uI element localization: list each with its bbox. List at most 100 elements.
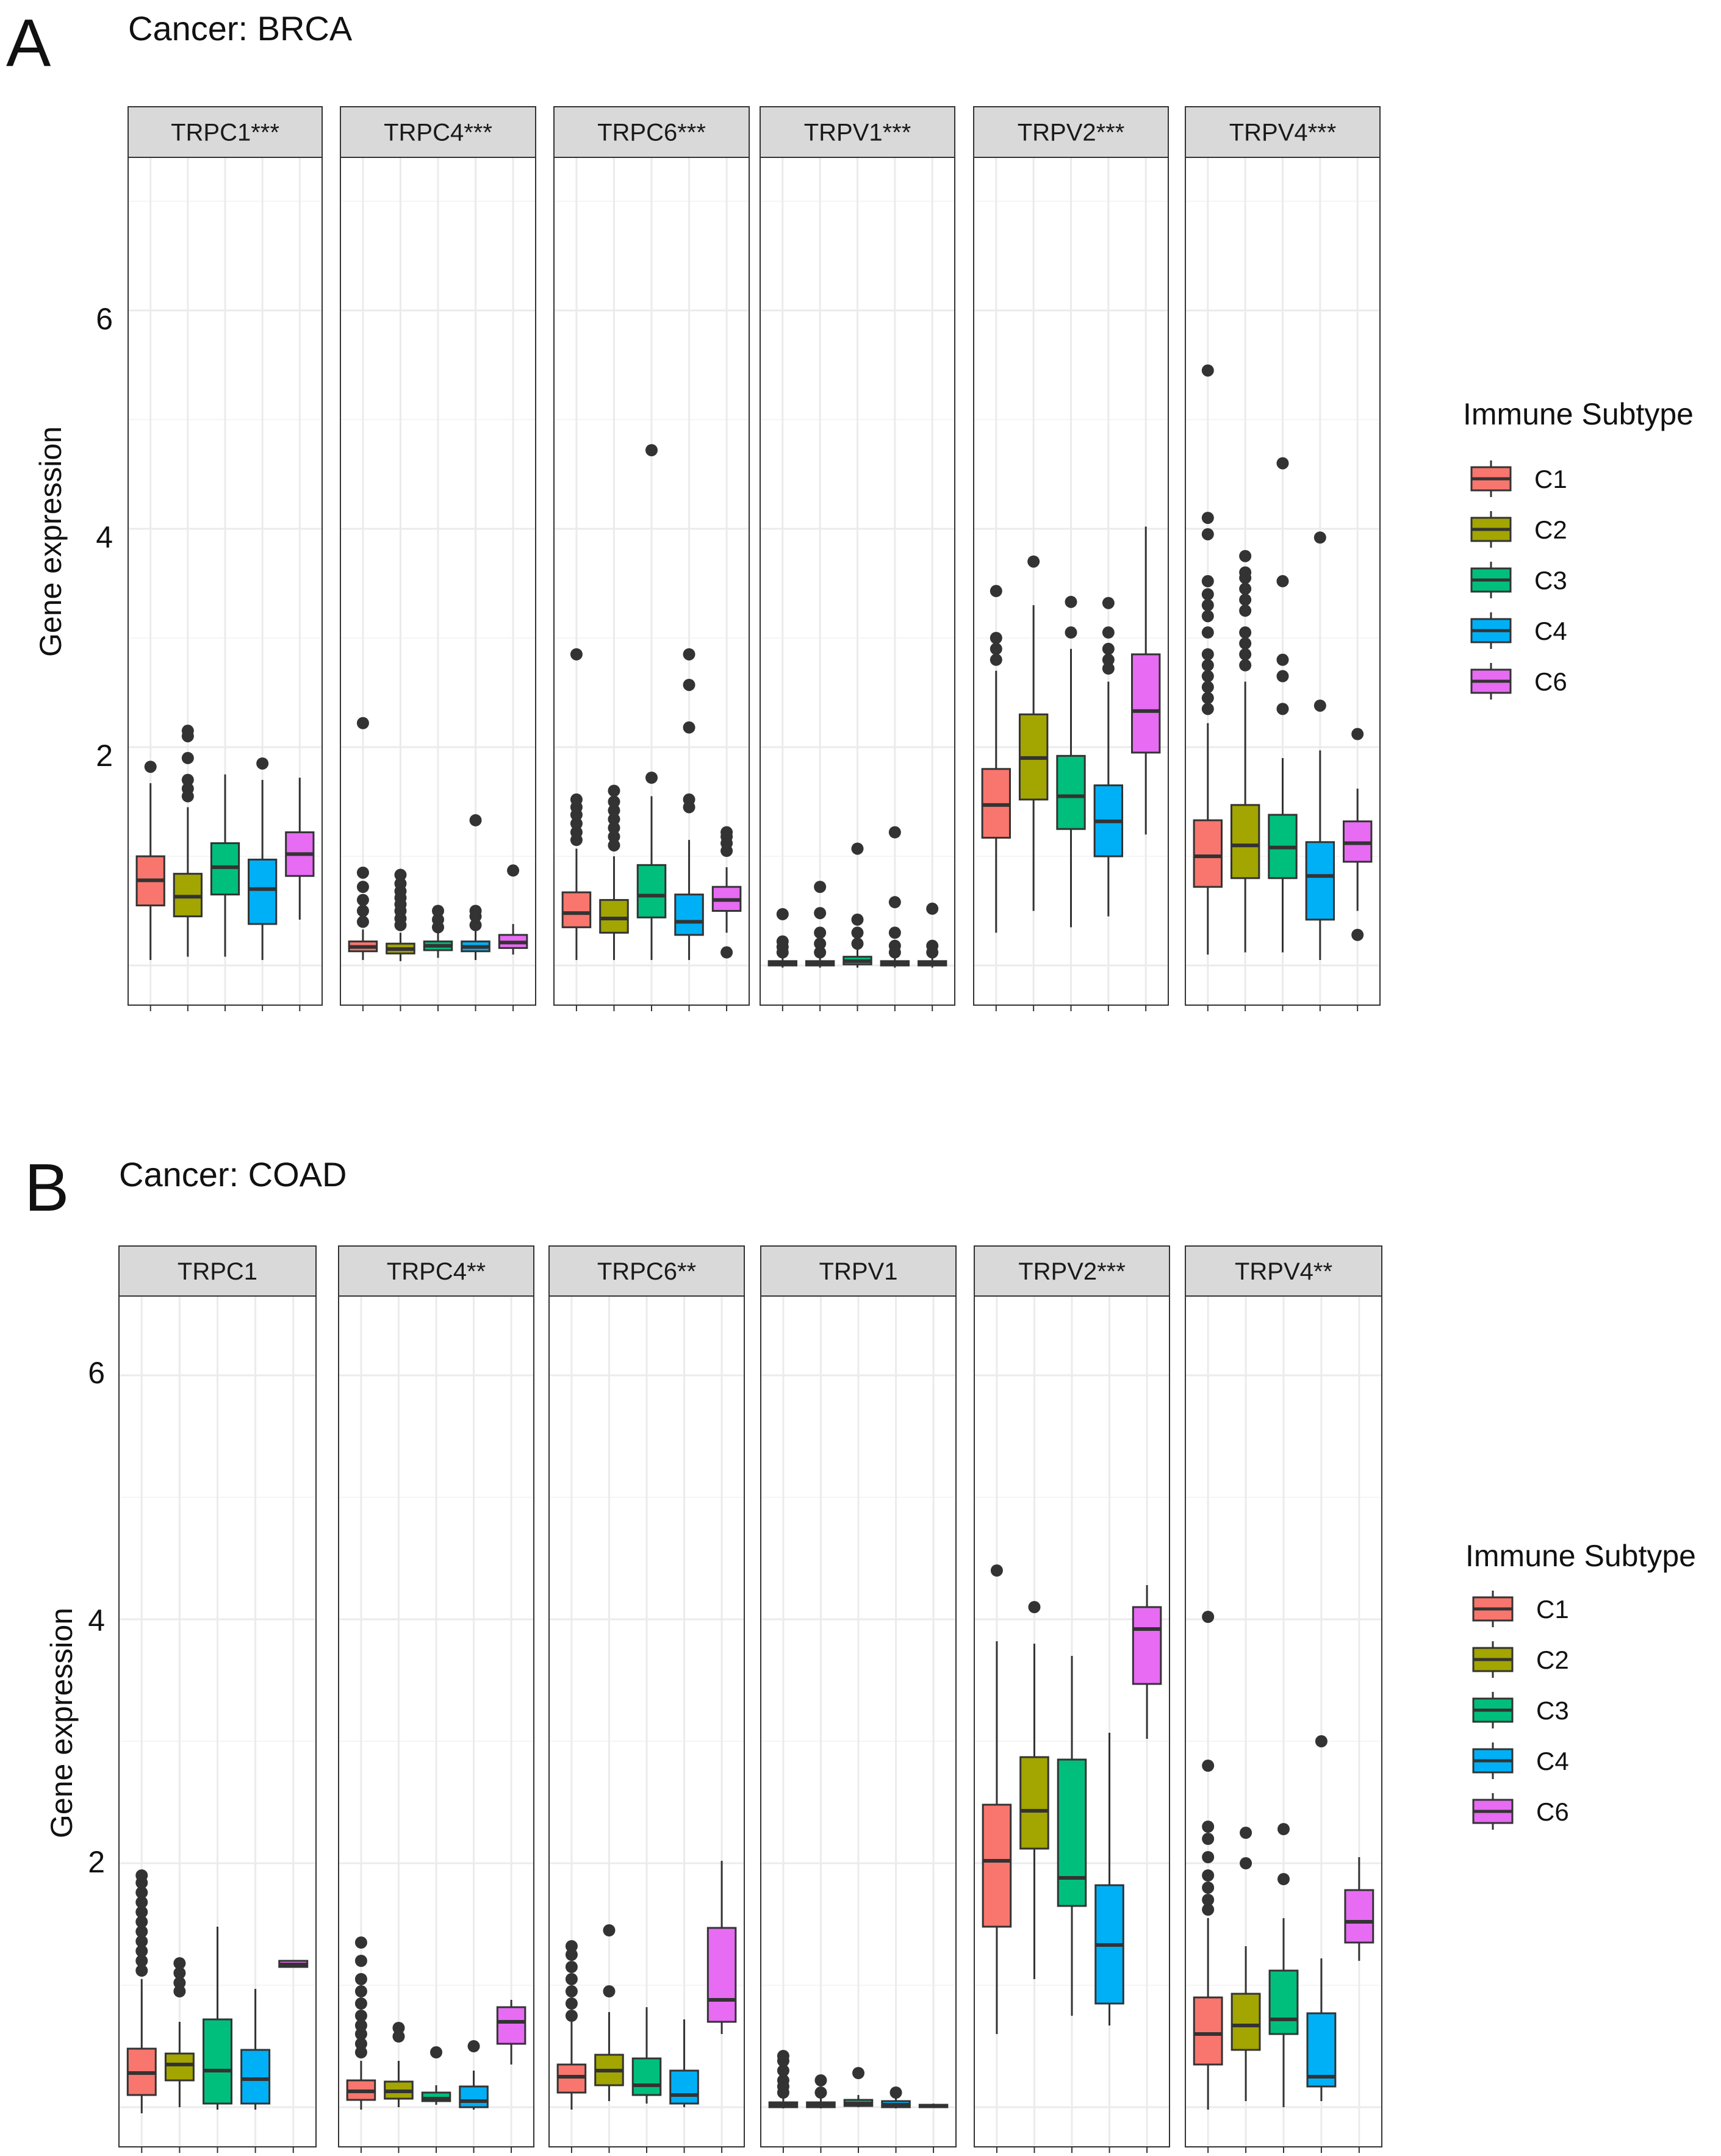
outlier-point: [926, 902, 939, 915]
box-C2: [594, 1924, 624, 2101]
box-C3: [423, 904, 453, 958]
outlier-point: [608, 830, 620, 843]
outlier-point: [888, 826, 901, 839]
outlier-point: [1102, 626, 1115, 639]
outlier-point: [356, 894, 369, 906]
outlier-point: [1201, 703, 1214, 715]
outlier-point: [1315, 1735, 1328, 1747]
outlier-point: [1202, 1894, 1215, 1906]
box-C1: [561, 648, 592, 961]
box-C6: [1342, 728, 1373, 941]
panel-label-b: B: [24, 1150, 69, 1225]
box-C6: [278, 1960, 309, 1968]
box-C3: [843, 2067, 874, 2107]
box-C3: [203, 1927, 232, 2110]
facet-strip-label: TRPC6***: [597, 120, 706, 146]
outlier-point: [181, 725, 194, 737]
outlier-point: [392, 2030, 405, 2043]
outlier-point: [608, 813, 620, 826]
box-iqr: [203, 2018, 232, 2105]
outlier-point: [1239, 626, 1252, 639]
facet-strip: [338, 1245, 534, 1297]
outlier-point: [354, 1936, 367, 1949]
outlier-point: [256, 757, 269, 770]
outlier-point: [173, 1985, 186, 1997]
outlier-point: [888, 896, 901, 909]
outlier-point: [852, 2067, 864, 2079]
outlier-point: [354, 2010, 367, 2022]
legend-label: C1: [1536, 1595, 1569, 1624]
legend-item-C3: C3: [1470, 562, 1567, 598]
box-C3: [631, 2007, 662, 2104]
box-C3: [1057, 1656, 1087, 2016]
outlier-point: [1239, 582, 1252, 595]
outlier-point: [356, 866, 369, 879]
box-C6: [496, 2000, 526, 2065]
outlier-point: [1201, 364, 1214, 377]
outlier-point: [1313, 531, 1326, 544]
facet-strip-label: TRPV4***: [1229, 120, 1337, 146]
outlier-point: [1239, 648, 1252, 661]
outlier-point: [1065, 595, 1077, 608]
outlier-point: [1201, 681, 1214, 693]
outlier-point: [173, 1977, 186, 1989]
outlier-point: [1202, 1611, 1215, 1623]
outlier-point: [990, 585, 1002, 598]
outlier-point: [135, 1906, 148, 1918]
facet-a-2: TRPC4***: [340, 106, 536, 1011]
outlier-point: [777, 2074, 789, 2086]
box-iqr: [982, 1803, 1012, 1928]
box-iqr: [1057, 1758, 1087, 1907]
legend-item-C2: C2: [1470, 511, 1567, 548]
facet-strip-label: TRPC4***: [384, 120, 492, 146]
box-C6: [1344, 1857, 1374, 1961]
facet-strip: [974, 1245, 1170, 1297]
facet-strip: [118, 1245, 317, 1297]
box-iqr: [1231, 1993, 1261, 2051]
outlier-point: [608, 804, 620, 817]
outlier-point: [469, 814, 482, 826]
legend-item-C4: C4: [1472, 1742, 1569, 1779]
outlier-point: [432, 913, 444, 926]
box-C2: [1018, 555, 1049, 911]
outlier-point: [1201, 692, 1214, 704]
box-C4: [1305, 531, 1335, 961]
facet-grid-b: TRPC1 TRPC4** TRPC6** TRPV1 TRPV2*** TRPV4**: [118, 1245, 1382, 2153]
legend-label: C2: [1534, 515, 1567, 544]
y-axis-title-b: Gene expression: [45, 1608, 79, 1838]
box-iqr: [459, 2085, 489, 2108]
outlier-point: [1201, 610, 1214, 623]
outlier-point: [1276, 703, 1289, 715]
outlier-point: [990, 642, 1002, 655]
outlier-point: [144, 761, 157, 773]
outlier-point: [814, 946, 827, 959]
chart-title-coad: Cancer: COAD: [119, 1155, 347, 1194]
outlier-point: [181, 751, 194, 764]
box-C3: [421, 2046, 451, 2105]
outlier-point: [814, 907, 827, 920]
y-axis-title-a: Gene expression: [34, 426, 68, 657]
legend-label: C3: [1534, 566, 1567, 595]
box-C6: [498, 864, 528, 955]
box-iqr: [1019, 1756, 1049, 1850]
outlier-point: [814, 2074, 827, 2086]
outlier-point: [467, 2040, 480, 2052]
legend-item-C4: C4: [1470, 612, 1567, 649]
outlier-point: [135, 1896, 148, 1908]
facet-b-4: TRPV1: [760, 1245, 957, 2153]
outlier-point: [777, 2050, 789, 2062]
y-tick-label-a-6: 6: [96, 302, 113, 336]
outlier-point: [356, 904, 369, 917]
outlier-point: [889, 2086, 902, 2099]
outlier-point: [570, 793, 583, 806]
box-C4: [669, 2019, 699, 2107]
box-C3: [1268, 1823, 1299, 2107]
legend-label: C4: [1536, 1747, 1569, 1775]
outlier-point: [565, 1961, 578, 1973]
box-C6: [1132, 1585, 1162, 1739]
box-iqr: [1056, 754, 1086, 830]
outlier-point: [354, 1955, 367, 1967]
outlier-point: [1201, 599, 1214, 612]
outlier-point: [1239, 604, 1252, 617]
